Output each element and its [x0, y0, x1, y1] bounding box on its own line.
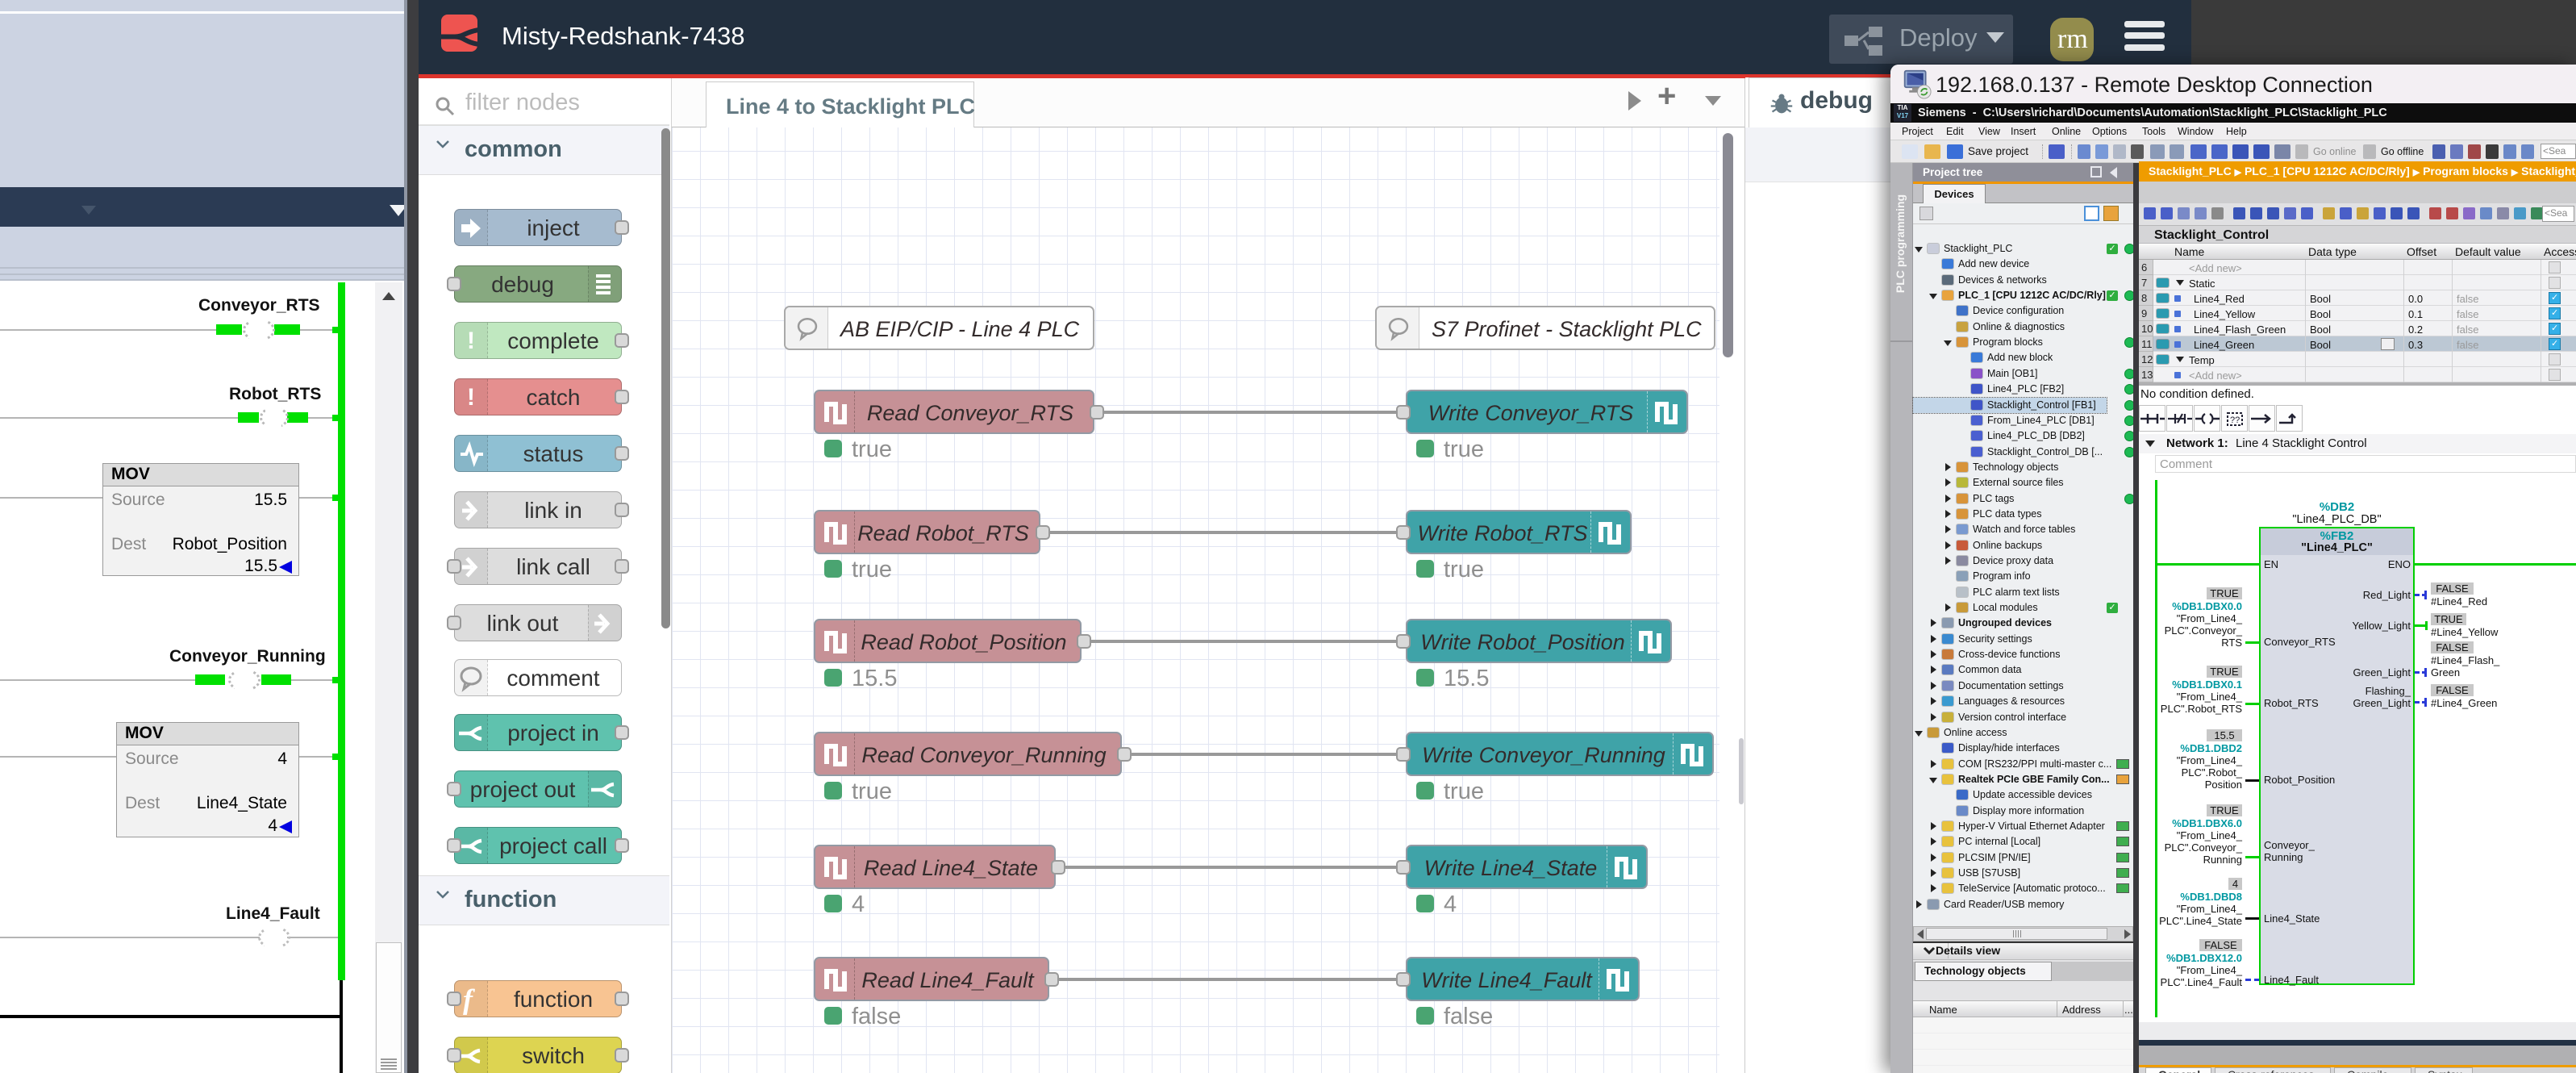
svg-text:f: f — [463, 984, 475, 1015]
svg-text:!: ! — [467, 384, 475, 411]
svg-text:??: ?? — [2230, 415, 2240, 425]
svg-text:!: ! — [467, 328, 475, 354]
